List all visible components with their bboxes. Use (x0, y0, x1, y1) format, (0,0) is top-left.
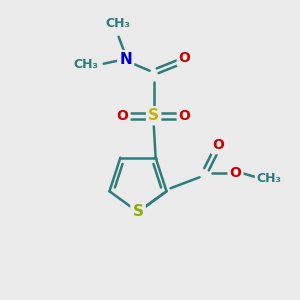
Text: O: O (179, 51, 190, 65)
Text: N: N (119, 52, 132, 67)
Text: CH₃: CH₃ (73, 58, 98, 71)
Text: S: S (148, 108, 159, 123)
Text: CH₃: CH₃ (105, 17, 130, 30)
Text: S: S (133, 205, 143, 220)
Text: O: O (213, 138, 224, 152)
Text: O: O (230, 166, 242, 180)
Text: CH₃: CH₃ (256, 172, 281, 185)
Text: O: O (117, 109, 129, 123)
Text: O: O (179, 109, 190, 123)
